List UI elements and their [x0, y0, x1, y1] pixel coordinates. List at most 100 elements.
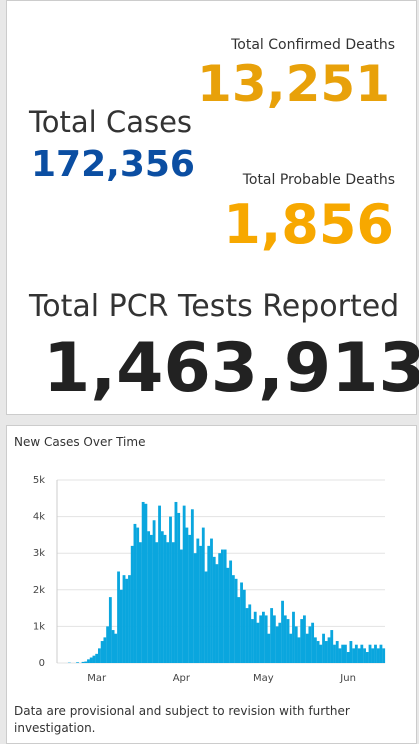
- bar: [155, 542, 159, 663]
- bar: [278, 622, 282, 663]
- bar: [300, 619, 304, 663]
- bar: [87, 659, 90, 663]
- bar: [319, 644, 323, 663]
- bar: [368, 644, 372, 663]
- bar: [231, 575, 235, 663]
- bar: [297, 637, 301, 663]
- bar: [207, 545, 211, 663]
- bar: [264, 615, 268, 663]
- bar: [267, 633, 271, 663]
- bar: [333, 644, 336, 663]
- bar: [215, 564, 219, 663]
- bar: [89, 657, 93, 663]
- bar: [119, 589, 123, 663]
- bar: [171, 542, 175, 663]
- bar: [248, 604, 252, 663]
- bar: [349, 641, 353, 663]
- bar: [141, 501, 145, 663]
- bar: [210, 538, 213, 663]
- footnote: Data are provisional and subject to revi…: [14, 704, 350, 735]
- bar: [316, 641, 320, 663]
- bar: [199, 545, 202, 663]
- bar: [245, 608, 249, 663]
- y-tick-label: 2k: [33, 585, 45, 596]
- x-tick-label: Apr: [173, 673, 191, 684]
- bar: [327, 637, 331, 663]
- bar: [182, 505, 186, 663]
- bar: [360, 644, 364, 663]
- bar: [335, 641, 339, 663]
- bar: [163, 534, 167, 663]
- bar: [259, 615, 263, 663]
- x-tick-label: Mar: [87, 673, 107, 684]
- bar: [242, 589, 246, 663]
- bar: [357, 648, 361, 663]
- bar: [305, 633, 309, 663]
- bar: [223, 549, 227, 663]
- stat-value: 1,463,913: [43, 329, 419, 408]
- bar: [147, 531, 151, 663]
- bar: [103, 637, 107, 663]
- bar: [111, 630, 115, 663]
- bar: [283, 615, 287, 663]
- bar: [234, 578, 238, 663]
- bar: [311, 622, 315, 663]
- bar: [322, 633, 325, 663]
- bar: [338, 648, 342, 663]
- bar: [365, 652, 369, 663]
- bar: [371, 648, 375, 663]
- bar: [188, 534, 192, 663]
- y-tick-label: 1k: [33, 621, 45, 632]
- bar: [376, 648, 380, 663]
- stat-value: 172,356: [31, 144, 195, 185]
- bar: [237, 597, 241, 663]
- bar: [139, 542, 142, 663]
- bar: [363, 648, 366, 663]
- bar: [180, 549, 183, 663]
- bar: [125, 578, 129, 663]
- bar: [108, 597, 112, 663]
- bar: [152, 520, 156, 663]
- bar: [76, 662, 79, 663]
- y-tick-label: 0: [39, 658, 45, 669]
- bar: [354, 644, 358, 663]
- bar: [196, 538, 200, 663]
- bar: [281, 600, 284, 663]
- bar: [226, 567, 230, 663]
- bar: [174, 501, 178, 663]
- bar: [169, 516, 172, 663]
- bar: [341, 644, 345, 663]
- bar: [193, 553, 197, 663]
- bar: [166, 542, 170, 663]
- bar: [221, 549, 224, 663]
- bar: [84, 661, 88, 663]
- bar: [294, 626, 298, 663]
- bar: [240, 582, 243, 663]
- bar: [218, 553, 222, 663]
- stat-label: Total PCR Tests Reported: [29, 289, 400, 324]
- bar: [177, 512, 181, 663]
- bar: [275, 626, 279, 663]
- bar: [313, 637, 317, 663]
- bar: [128, 575, 131, 663]
- x-tick-label: Jun: [339, 673, 356, 684]
- stats-panel: Total Confirmed Deaths 13,251 Total Case…: [6, 0, 419, 415]
- stat-value: 1,856: [223, 193, 394, 256]
- bar: [98, 648, 101, 663]
- y-tick-label: 4k: [33, 512, 45, 523]
- bar: [95, 653, 99, 663]
- bar: [344, 644, 347, 663]
- bar: [136, 527, 140, 663]
- bar: [289, 633, 293, 663]
- y-tick-label: 5k: [33, 475, 45, 486]
- bar: [201, 527, 205, 663]
- bar: [308, 626, 312, 663]
- bar: [251, 619, 254, 663]
- stat-value: 13,251: [197, 55, 390, 113]
- bar: [256, 622, 260, 663]
- bar: [262, 611, 265, 663]
- bar: [81, 661, 85, 663]
- bar: [92, 655, 96, 663]
- chart-title: New Cases Over Time: [14, 435, 146, 449]
